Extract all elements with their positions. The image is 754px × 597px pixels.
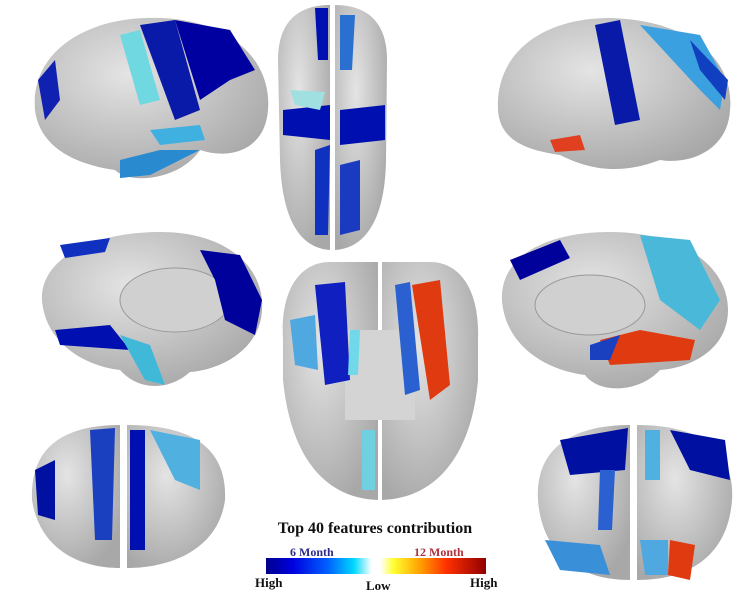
legend-title: Top 40 features contribution — [277, 520, 473, 537]
brain-lateral-left — [34, 17, 269, 179]
colorbar-left-high-label: High — [255, 575, 283, 590]
legend-12-month-label: 12 Month — [414, 545, 464, 559]
legend-6-month-label: 6 Month — [290, 545, 334, 559]
colorbar-right-high-label: High — [470, 575, 498, 590]
brain-inferior — [282, 262, 479, 500]
colorbar — [266, 558, 486, 574]
colorbar-low-label: Low — [366, 578, 391, 593]
brain-lateral-right — [497, 18, 731, 170]
brain-superior — [278, 5, 387, 250]
brain-medial-left — [41, 232, 263, 386]
brain-anterior — [31, 425, 226, 568]
brain-posterior — [537, 425, 733, 580]
brain-medial-right — [501, 232, 728, 389]
